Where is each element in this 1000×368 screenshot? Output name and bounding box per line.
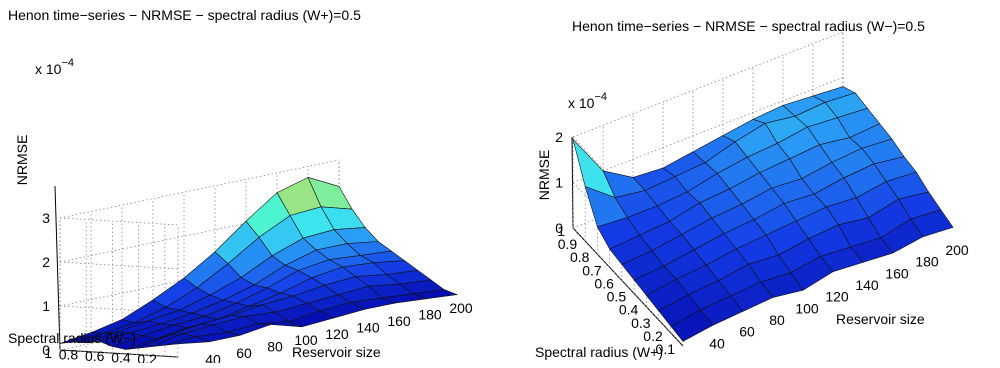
z-tick-label: 0: [42, 342, 50, 358]
x-tick-label: 120: [325, 326, 349, 342]
z-ticks-right: 012: [555, 129, 563, 236]
y-ticks-left: 0.2 0.4 0.6 0.8 1: [44, 345, 157, 367]
gridline-z: [572, 31, 844, 138]
z-exponent-base-left: x 10: [35, 61, 62, 77]
gridline-z: [572, 227, 684, 347]
z-exponent-right: x 10−4: [568, 91, 607, 111]
y-tick-label: 0.6: [85, 348, 105, 363]
z-axis-label-left: NRMSE: [14, 135, 30, 186]
y-tick-label: 0.7: [582, 262, 602, 278]
z-axis-label-right: NRMSE: [536, 150, 552, 201]
y-tick-label: 0.4: [619, 302, 639, 318]
x-tick-label: 120: [825, 289, 849, 305]
x-tick-label: 60: [236, 345, 252, 361]
z-tick-label: 1: [555, 175, 563, 191]
y-tick-label: 0.4: [111, 350, 131, 363]
z-exponent-power-left: −4: [61, 57, 74, 69]
chart-right: Henon time−series − NRMSE − spectral rad…: [535, 18, 969, 360]
x-tick-label: 100: [294, 332, 318, 348]
y-tick-label: 0.1: [656, 341, 676, 357]
x-tick-label: 140: [356, 319, 380, 335]
x-tick-label: 200: [449, 300, 473, 316]
y-tick-label: 0.6: [594, 275, 614, 291]
x-tick-label: 40: [709, 335, 725, 351]
x-tick-label: 80: [769, 312, 785, 328]
chart-left: Henon time−series − NRMSE − spectral rad…: [8, 7, 473, 368]
y-axis-label-right: Spectral radius (W+): [535, 344, 663, 360]
z-exponent-base-right: x 10: [568, 95, 595, 111]
surface-patch: [910, 209, 954, 238]
x-tick-label: 80: [267, 339, 283, 355]
chart-title-right: Henon time−series − NRMSE − spectral rad…: [572, 18, 925, 34]
x-tick-label: 160: [387, 313, 411, 329]
z-tick-label: 1: [42, 298, 50, 314]
x-tick-label: 40: [205, 352, 221, 363]
y-tick-label: 0.9: [558, 236, 578, 252]
x-ticks-right: 40 60 80 100 120 140 160 180 200: [709, 242, 969, 351]
surface-right: [572, 86, 954, 342]
chart-title-left: Henon time−series − NRMSE − spectral rad…: [8, 7, 361, 23]
x-tick-label: 100: [795, 300, 819, 316]
gridline-z: [59, 159, 340, 219]
gridline-z: [59, 261, 179, 270]
x-axis-label-right: Reservoir size: [836, 311, 925, 327]
y-tick-label: 1: [44, 345, 52, 361]
z-tick-label: 3: [42, 210, 50, 226]
z-exponent-power-right: −4: [594, 91, 607, 103]
x-tick-label: 180: [915, 254, 939, 270]
gridline-z: [572, 77, 844, 183]
y-tick-label: 0.5: [607, 289, 627, 305]
z-tick-label: 0: [555, 220, 563, 236]
x-tick-label: 140: [855, 277, 879, 293]
z-tick-label: 2: [42, 254, 50, 270]
z-exponent-left: x 10−4: [35, 57, 74, 77]
y-tick-label: 1: [557, 223, 565, 239]
surface-patch: [411, 289, 459, 300]
y-tick-label: 0.8: [570, 249, 590, 265]
y-tick-label: 0.8: [59, 347, 79, 363]
surface-left: [59, 176, 459, 350]
x-tick-label: 180: [418, 306, 442, 322]
y-tick-label: 0.3: [631, 315, 651, 331]
x-tick-label: 160: [885, 265, 909, 281]
y-ticks-right: 0.10.20.30.40.50.60.70.80.91: [557, 223, 675, 357]
y-tick-label: 0.2: [137, 351, 157, 363]
y-axis-label-left: Spectral radius (W−): [8, 330, 136, 346]
x-axis-label-left: Reservoir size: [292, 344, 381, 360]
y-tick-label: 0.2: [643, 328, 663, 344]
z-tick-label: 2: [555, 129, 563, 145]
gridline-z: [59, 217, 179, 226]
x-tick-label: 200: [945, 242, 969, 258]
x-tick-label: 60: [739, 324, 755, 340]
